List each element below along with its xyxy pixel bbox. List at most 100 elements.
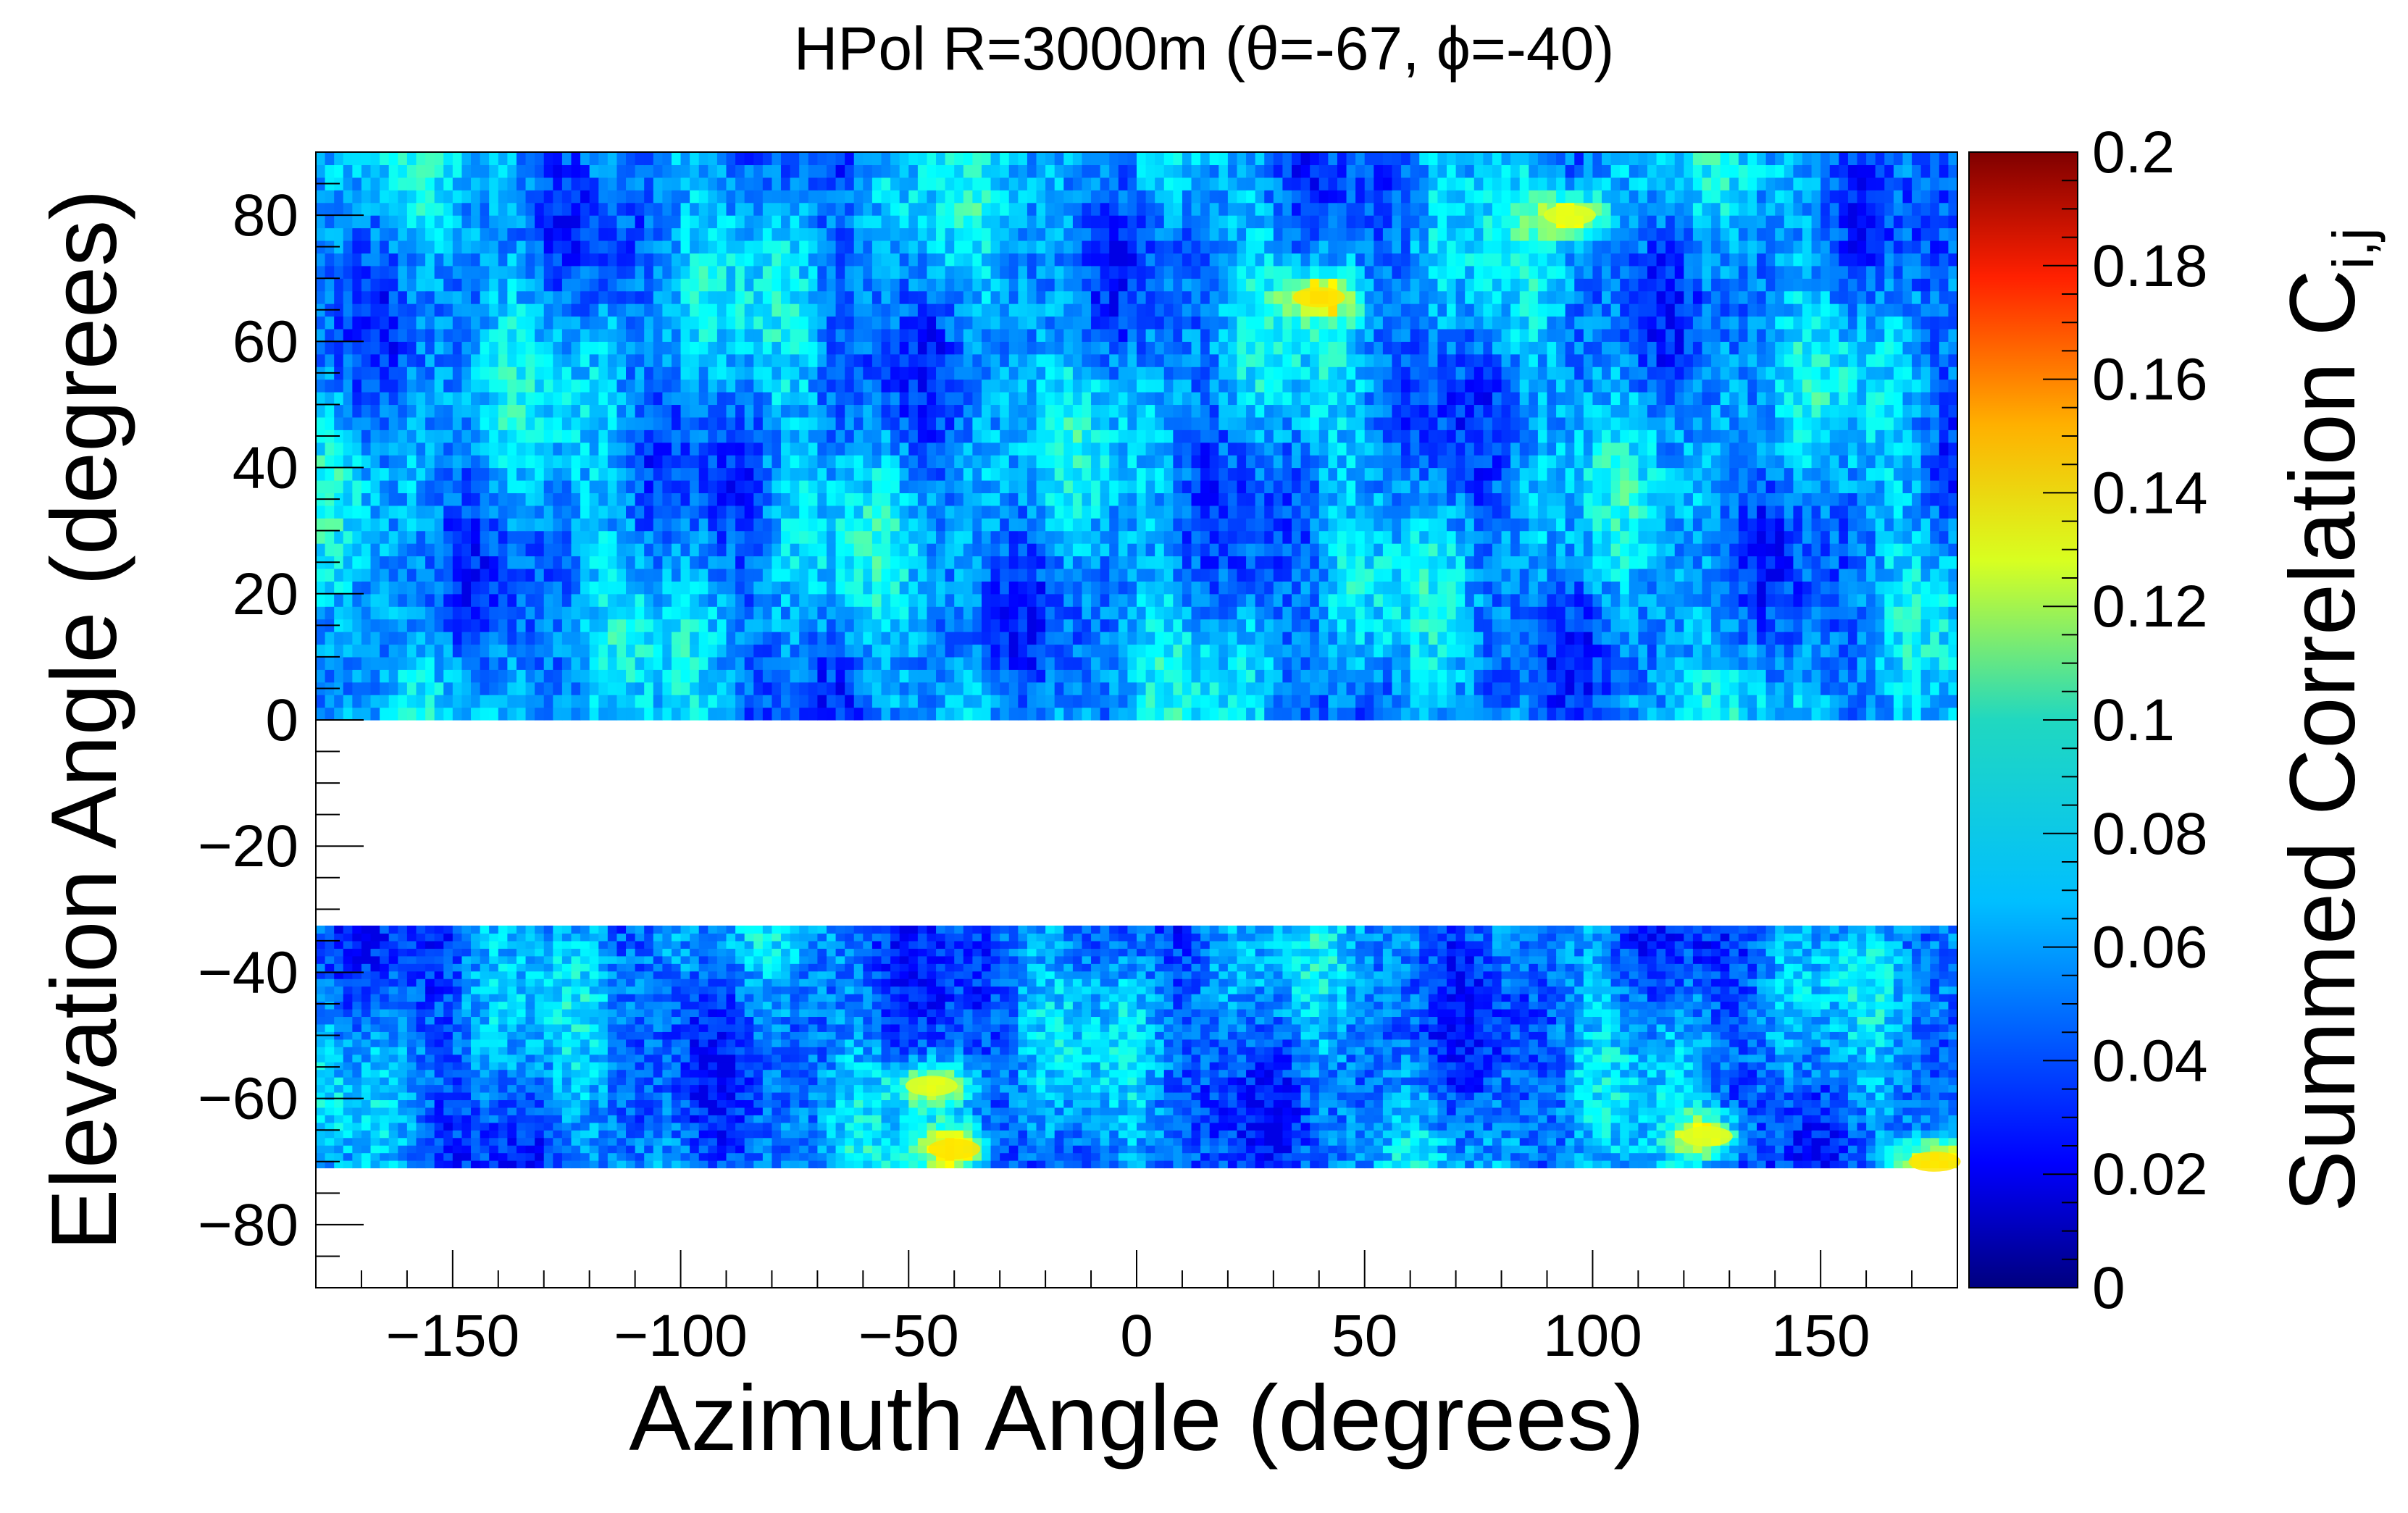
heatmap-cell (406, 455, 417, 469)
heatmap-cell (343, 619, 353, 632)
heatmap-cell (626, 632, 636, 645)
heatmap-cell (598, 479, 609, 493)
heatmap-cell (899, 593, 909, 607)
heatmap-cell (1902, 695, 1912, 708)
heatmap-cell (352, 695, 362, 708)
heatmap-cell (1565, 479, 1575, 493)
heatmap-cell (1720, 581, 1730, 595)
heatmap-cell (1000, 669, 1010, 683)
heatmap-cell (1930, 404, 1940, 418)
heatmap-cell (1292, 467, 1302, 481)
heatmap-cell (1374, 479, 1384, 493)
heatmap-cell (461, 543, 472, 557)
heatmap-cell (1145, 505, 1155, 519)
heatmap-cell (1930, 467, 1940, 481)
heatmap-cell (626, 619, 636, 632)
heatmap-cell (1300, 467, 1310, 481)
heatmap-cell (1273, 392, 1284, 406)
heatmap-cell (1912, 455, 1922, 469)
heatmap-cell (1565, 581, 1575, 595)
heatmap-cell (1529, 656, 1539, 670)
heatmap-cell (1310, 518, 1320, 532)
heatmap-cell (1948, 568, 1958, 582)
heatmap-cell (690, 644, 700, 658)
heatmap-cell (671, 467, 682, 481)
heatmap-cell (1337, 479, 1347, 493)
heatmap-cell (1519, 429, 1529, 443)
heatmap-cell (1775, 404, 1785, 418)
heatmap-cell (662, 404, 672, 418)
heatmap-cell (735, 619, 745, 632)
heatmap-cell (1866, 682, 1876, 695)
heatmap-cell (461, 379, 472, 393)
heatmap-cell (1465, 581, 1475, 595)
heatmap-cell (644, 467, 654, 481)
heatmap-cell (443, 543, 453, 557)
heatmap-cell (1483, 543, 1493, 557)
heatmap-cell (1866, 404, 1876, 418)
heatmap-cell (690, 392, 700, 406)
heatmap-cell (416, 518, 426, 532)
heatmap-cell (1793, 619, 1803, 632)
heatmap-cell (1063, 416, 1074, 430)
heatmap-cell (1337, 392, 1347, 406)
heatmap-cell (690, 632, 700, 645)
heatmap-cell (690, 581, 700, 595)
heatmap-cell (334, 379, 344, 393)
heatmap-cell (853, 568, 864, 582)
heatmap-cell (890, 429, 900, 443)
heatmap-cell (772, 479, 782, 493)
heatmap-cell (1757, 556, 1767, 569)
heatmap-cell (607, 392, 618, 406)
heatmap-cell (972, 366, 982, 380)
heatmap-cell (1510, 606, 1521, 620)
heatmap-cell (753, 656, 764, 670)
heatmap-cell (644, 505, 654, 519)
heatmap-cell (361, 518, 372, 532)
heatmap-cell (1173, 455, 1183, 469)
heatmap-cell (561, 416, 572, 430)
heatmap-cell (388, 366, 398, 380)
heatmap-cell (361, 530, 372, 544)
heatmap-cell (1747, 505, 1757, 519)
heatmap-cell (799, 556, 809, 569)
heatmap-cell (370, 416, 380, 430)
heatmap-cell (1574, 429, 1584, 443)
heatmap-cell (1747, 455, 1757, 469)
heatmap-cell (1875, 682, 1885, 695)
heatmap-cell (1218, 606, 1229, 620)
heatmap-cell (1647, 429, 1657, 443)
heatmap-cell (1592, 682, 1602, 695)
heatmap-cell (1492, 416, 1502, 430)
heatmap-cell (626, 442, 636, 456)
heatmap-cell (1665, 656, 1676, 670)
heatmap-cell (735, 404, 745, 418)
heatmap-cell (1337, 556, 1347, 569)
heatmap-cell (1209, 505, 1219, 519)
heatmap-cell (1054, 644, 1064, 658)
heatmap-cell (1711, 707, 1721, 721)
heatmap-cell (543, 581, 553, 595)
heatmap-cell (434, 505, 444, 519)
heatmap-cell (908, 479, 919, 493)
heatmap-cell (607, 379, 618, 393)
heatmap-cell (1902, 530, 1912, 544)
heatmap-cell (443, 416, 453, 430)
heatmap-cell (908, 606, 919, 620)
heatmap-cell (1492, 707, 1502, 721)
heatmap-cell (690, 404, 700, 418)
heatmap-cell (1063, 479, 1074, 493)
heatmap-cell (680, 656, 690, 670)
heatmap-cell (917, 581, 928, 595)
heatmap-cell (1784, 479, 1794, 493)
heatmap-cell (808, 695, 818, 708)
heatmap-cell (835, 619, 845, 632)
heatmap-cell (1063, 606, 1074, 620)
heatmap-cell (871, 543, 882, 557)
heatmap-cell (1392, 581, 1402, 595)
heatmap-cell (972, 518, 982, 532)
heatmap-cell (498, 543, 508, 557)
heatmap-cell (1063, 632, 1074, 645)
heatmap-cell (1364, 379, 1374, 393)
heatmap-cell (1920, 429, 1931, 443)
